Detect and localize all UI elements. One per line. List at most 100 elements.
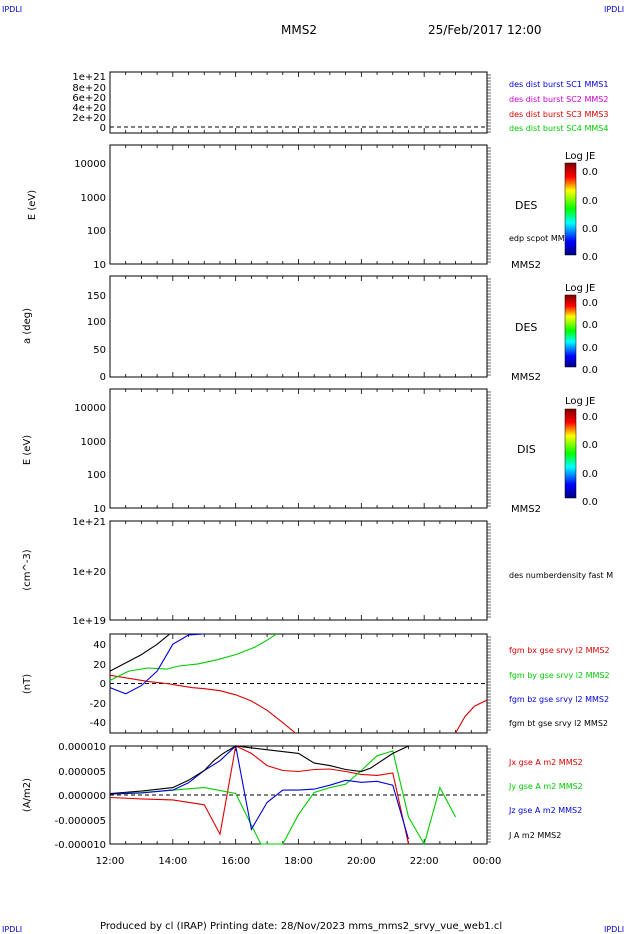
des-energy-ytick-1: 1000 bbox=[81, 193, 106, 204]
corner-label-top-left: IPDLI bbox=[2, 5, 22, 14]
current-legend-jtotal: J A m2 MMS2 bbox=[508, 831, 561, 840]
des-energy-ytick-0: 10000 bbox=[74, 159, 106, 170]
figure-title: MMS2 bbox=[281, 23, 317, 37]
des-pitch-cb-tick-3: 0.0 bbox=[582, 365, 598, 376]
des-energy-ylabel: E (eV) bbox=[27, 190, 38, 220]
xtick-label-0: 12:00 bbox=[96, 856, 125, 867]
trace-magnetic-field-0 bbox=[109, 674, 488, 734]
des-energy-overlay-label: edp scpot MMS2 bbox=[509, 234, 575, 243]
panel-frame-des-energy bbox=[109, 144, 488, 265]
dist-ytick-3: 4e+20 bbox=[72, 103, 106, 114]
dis-energy-colorbar bbox=[564, 408, 577, 499]
current-legend-jz: Jz gse A m2 MMS2 bbox=[508, 806, 582, 815]
bfield-ytick-4: -40 bbox=[90, 718, 106, 729]
des-pitch-ytick-1: 100 bbox=[87, 317, 106, 328]
dist-legend-mms2: des dist burst SC2 MMS2 bbox=[509, 95, 608, 104]
dis-energy-ytick-0: 10000 bbox=[74, 403, 106, 414]
density-legend: des numberdensity fast M bbox=[509, 571, 613, 580]
des-pitch-ylabel: a (deg) bbox=[22, 308, 33, 344]
current-ylabel: (A/m2) bbox=[22, 778, 33, 812]
xtick-label-1: 14:00 bbox=[158, 856, 187, 867]
trace-magnetic-field-2 bbox=[109, 633, 205, 695]
bfield-legend-bz: fgm bz gse srvy l2 MMS2 bbox=[509, 695, 609, 704]
footer-credit: Produced by cl (IRAP) Printing date: 28/… bbox=[100, 921, 502, 932]
des-energy-ytick-3: 10 bbox=[93, 260, 106, 271]
panel-frame-des-pitch bbox=[109, 275, 488, 378]
des-energy-instrument: DES bbox=[515, 199, 537, 212]
current-ytick-3: -0.000005 bbox=[55, 816, 106, 827]
dis-energy-cb-tick-0: 0.0 bbox=[582, 412, 598, 423]
density-ylabel: (cm^-3) bbox=[22, 549, 33, 590]
dist-legend-mms3: des dist burst SC3 MMS3 bbox=[509, 110, 608, 119]
density-ytick-0: 1e+21 bbox=[72, 517, 106, 528]
bfield-ytick-1: 20 bbox=[93, 660, 106, 671]
des-pitch-colorbar-label: Log JE bbox=[565, 283, 595, 294]
des-energy-spacecraft: MMS2 bbox=[511, 260, 541, 271]
xtick-label-3: 18:00 bbox=[284, 856, 313, 867]
dis-energy-cb-tick-3: 0.0 bbox=[582, 497, 598, 508]
des-pitch-cb-tick-2: 0.0 bbox=[582, 343, 598, 354]
trace-current-density-3 bbox=[109, 745, 409, 795]
des-pitch-cb-tick-0: 0.0 bbox=[582, 298, 598, 309]
corner-label-bottom-left: IPDLI bbox=[2, 925, 22, 934]
bfield-ytick-3: -20 bbox=[90, 699, 106, 710]
des-pitch-instrument: DES bbox=[515, 321, 537, 334]
des-pitch-ytick-3: 0 bbox=[100, 372, 106, 383]
trace-current-density-0 bbox=[109, 745, 410, 845]
panel-frame-density bbox=[109, 520, 488, 621]
current-ytick-4: -0.000010 bbox=[55, 840, 106, 851]
des-energy-cb-tick-1: 0.0 bbox=[582, 196, 598, 207]
des-pitch-ytick-2: 50 bbox=[93, 345, 106, 356]
dis-energy-cb-tick-2: 0.0 bbox=[582, 469, 598, 480]
dist-ytick-2: 6e+20 bbox=[72, 93, 106, 104]
dis-energy-cb-tick-1: 0.0 bbox=[582, 440, 598, 451]
figure-datetime: 25/Feb/2017 12:00 bbox=[428, 23, 542, 37]
des-pitch-spacecraft: MMS2 bbox=[511, 372, 541, 383]
dis-energy-ytick-2: 100 bbox=[87, 470, 106, 481]
des-energy-colorbar bbox=[564, 162, 577, 256]
trace-magnetic-field-1 bbox=[109, 633, 277, 681]
des-energy-cb-tick-3: 0.0 bbox=[582, 252, 598, 263]
panel-frame-distribution bbox=[109, 71, 488, 134]
dis-energy-instrument: DIS bbox=[517, 443, 536, 456]
bfield-legend-by: fgm by gse srvy l2 MMS2 bbox=[509, 671, 610, 680]
xtick-label-2: 16:00 bbox=[221, 856, 250, 867]
dist-legend-mms1: des dist burst SC1 MMS1 bbox=[509, 80, 608, 89]
des-energy-ytick-2: 100 bbox=[87, 226, 106, 237]
bfield-ytick-0: 40 bbox=[93, 640, 106, 651]
current-ytick-1: 0.000005 bbox=[58, 767, 106, 778]
trace-current-density-1 bbox=[109, 750, 457, 846]
dist-ytick-5: 0 bbox=[100, 123, 106, 134]
dist-legend-mms4: des dist burst SC4 MMS4 bbox=[509, 124, 608, 133]
trace-current-density-2 bbox=[109, 744, 410, 840]
bfield-ylabel: (nT) bbox=[22, 674, 33, 694]
xtick-label-6: 00:00 bbox=[473, 856, 502, 867]
des-pitch-colorbar bbox=[564, 294, 577, 368]
des-energy-cb-tick-0: 0.0 bbox=[582, 167, 598, 178]
des-pitch-cb-tick-1: 0.0 bbox=[582, 320, 598, 331]
dist-ytick-0: 1e+21 bbox=[72, 72, 106, 83]
dis-energy-spacecraft: MMS2 bbox=[511, 504, 541, 515]
dis-energy-colorbar-label: Log JE bbox=[565, 396, 595, 407]
density-ytick-1: 1e+20 bbox=[72, 567, 106, 578]
dis-energy-ytick-1: 1000 bbox=[81, 437, 106, 448]
bfield-legend-bt: fgm bt gse srvy l2 MMS2 bbox=[509, 719, 608, 728]
current-legend-jx: Jx gse A m2 MMS2 bbox=[508, 758, 583, 767]
dist-ytick-4: 2e+20 bbox=[72, 113, 106, 124]
xtick-label-4: 20:00 bbox=[347, 856, 376, 867]
bfield-legend-bx: fgm bx gse srvy l2 MMS2 bbox=[509, 646, 610, 655]
current-ytick-0: 0.000010 bbox=[58, 742, 106, 753]
current-legend-jy: Jy gse A m2 MMS2 bbox=[508, 782, 583, 791]
corner-label-top-right: IPDLI bbox=[604, 5, 624, 14]
trace-magnetic-field-3 bbox=[109, 633, 171, 672]
bfield-ytick-2: 0 bbox=[100, 679, 106, 690]
dis-energy-ytick-3: 10 bbox=[93, 504, 106, 515]
des-energy-cb-tick-2: 0.0 bbox=[582, 224, 598, 235]
dis-energy-ylabel: E (eV) bbox=[22, 435, 33, 465]
tick-marks-and-traces bbox=[109, 72, 491, 846]
current-ytick-2: 0.000000 bbox=[58, 791, 106, 802]
des-energy-colorbar-label: Log JE bbox=[565, 151, 595, 162]
xtick-label-5: 22:00 bbox=[410, 856, 439, 867]
corner-label-bottom-right: IPDLI bbox=[604, 925, 624, 934]
